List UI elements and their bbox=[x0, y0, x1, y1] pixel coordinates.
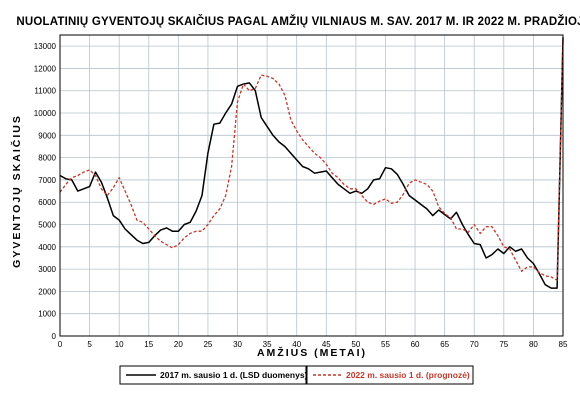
series-line-1 bbox=[59, 39, 564, 281]
x-tick-label: 30 bbox=[233, 340, 242, 349]
series-lines bbox=[59, 37, 564, 289]
y-tick-label: 0 bbox=[52, 332, 57, 341]
x-tick-label: 75 bbox=[499, 340, 508, 349]
x-tick-label: 40 bbox=[292, 340, 301, 349]
y-tick-label: 7000 bbox=[38, 176, 56, 185]
y-tick-label: 10000 bbox=[34, 109, 57, 118]
legend-box-2022 bbox=[306, 365, 474, 385]
x-tick-label: 0 bbox=[58, 340, 63, 349]
y-tick-label: 8000 bbox=[38, 154, 56, 163]
y-tick-label: 2000 bbox=[38, 287, 56, 296]
plot-frame bbox=[59, 34, 564, 337]
x-tick-label: 50 bbox=[351, 340, 360, 349]
x-tick-label: 65 bbox=[440, 340, 449, 349]
y-tick-label: 5000 bbox=[38, 221, 56, 230]
y-tick-label: 4000 bbox=[38, 243, 56, 252]
x-axis-title: AMŽIUS (METAI) bbox=[257, 346, 367, 359]
x-tick-label: 45 bbox=[322, 340, 331, 349]
x-tick-label: 70 bbox=[470, 340, 479, 349]
legend-label-2017: 2017 m. sausio 1 d. (LSD duomenys) bbox=[160, 370, 308, 380]
x-tick-label: 85 bbox=[559, 340, 568, 349]
y-tick-label: 11000 bbox=[34, 87, 56, 96]
y-tick-label: 12000 bbox=[34, 64, 57, 73]
y-tick-label: 13000 bbox=[34, 42, 57, 51]
x-tick-label: 5 bbox=[87, 340, 92, 349]
legend: 2017 m. sausio 1 d. (LSD duomenys) 2022 … bbox=[119, 365, 474, 385]
series-line-0 bbox=[59, 37, 564, 289]
y-tick-label: 6000 bbox=[38, 198, 56, 207]
y-tick-label: 9000 bbox=[38, 131, 56, 140]
legend-box-2017 bbox=[119, 365, 307, 385]
x-tick-label: 55 bbox=[381, 340, 390, 349]
x-tick-label: 15 bbox=[144, 340, 153, 349]
x-axis-ticks: 0 5 10 15 20 25 30 35 40 45 50 55 60 65 70 75 80 85 bbox=[58, 340, 568, 349]
chart-title: NUOLATINIŲ GYVENTOJŲ SKAIČIUS PAGAL AMŽI… bbox=[16, 15, 580, 28]
grid-lines bbox=[59, 35, 564, 337]
x-tick-label: 20 bbox=[174, 340, 183, 349]
x-tick-label: 35 bbox=[263, 340, 272, 349]
legend-label-2022: 2022 m. sausio 1 d. (prognozė) bbox=[346, 370, 470, 380]
y-tick-label: 1000 bbox=[38, 310, 56, 319]
x-tick-label: 80 bbox=[529, 340, 538, 349]
x-tick-label: 60 bbox=[411, 340, 420, 349]
x-tick-label: 25 bbox=[203, 340, 212, 349]
y-axis-title: GYVENTOJŲ SKAIČIUS bbox=[10, 114, 23, 268]
y-axis-ticks: 0 1000 2000 3000 4000 5000 6000 7000 8000 9000 100… bbox=[34, 42, 57, 341]
x-tick-label: 10 bbox=[115, 340, 124, 349]
y-tick-label: 3000 bbox=[38, 265, 56, 274]
